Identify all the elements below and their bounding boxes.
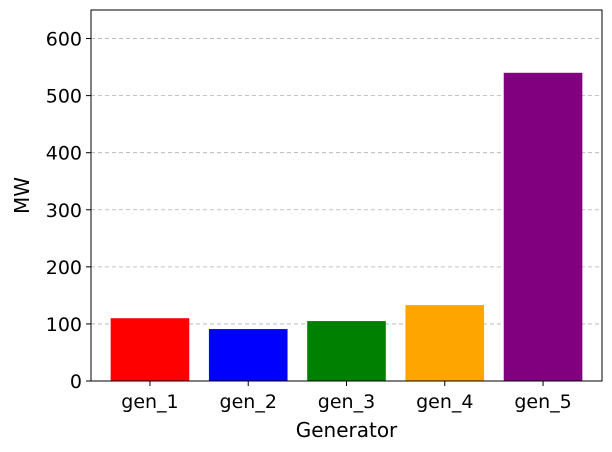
- bar-gen_5: [503, 72, 583, 382]
- bar-gen_1: [110, 318, 190, 381]
- x-tick-label: gen_2: [220, 391, 277, 413]
- y-axis-label: MW: [10, 177, 34, 214]
- bar-gen_2: [208, 329, 288, 381]
- y-tick-label: 200: [46, 257, 82, 279]
- x-axis-label: Generator: [296, 418, 398, 442]
- bar-gen_3: [307, 321, 386, 381]
- bars: [110, 72, 583, 382]
- x-tick-label: gen_4: [416, 391, 473, 413]
- y-tick-label: 100: [46, 314, 82, 336]
- y-tick-label: 400: [46, 143, 82, 165]
- x-axis-ticks: gen_1 gen_2 gen_3 gen_4 gen_5: [121, 381, 572, 413]
- y-tick-label: 300: [46, 200, 82, 222]
- bar-gen_4: [405, 305, 485, 381]
- y-tick-label: 0: [70, 371, 82, 393]
- x-tick-label: gen_5: [514, 391, 571, 413]
- y-tick-label: 500: [46, 86, 82, 108]
- y-axis-ticks: 0 100 200 300 400 500 600: [46, 29, 91, 393]
- x-tick-label: gen_1: [121, 391, 178, 413]
- x-tick-label: gen_3: [318, 391, 375, 413]
- y-tick-label: 600: [46, 29, 82, 51]
